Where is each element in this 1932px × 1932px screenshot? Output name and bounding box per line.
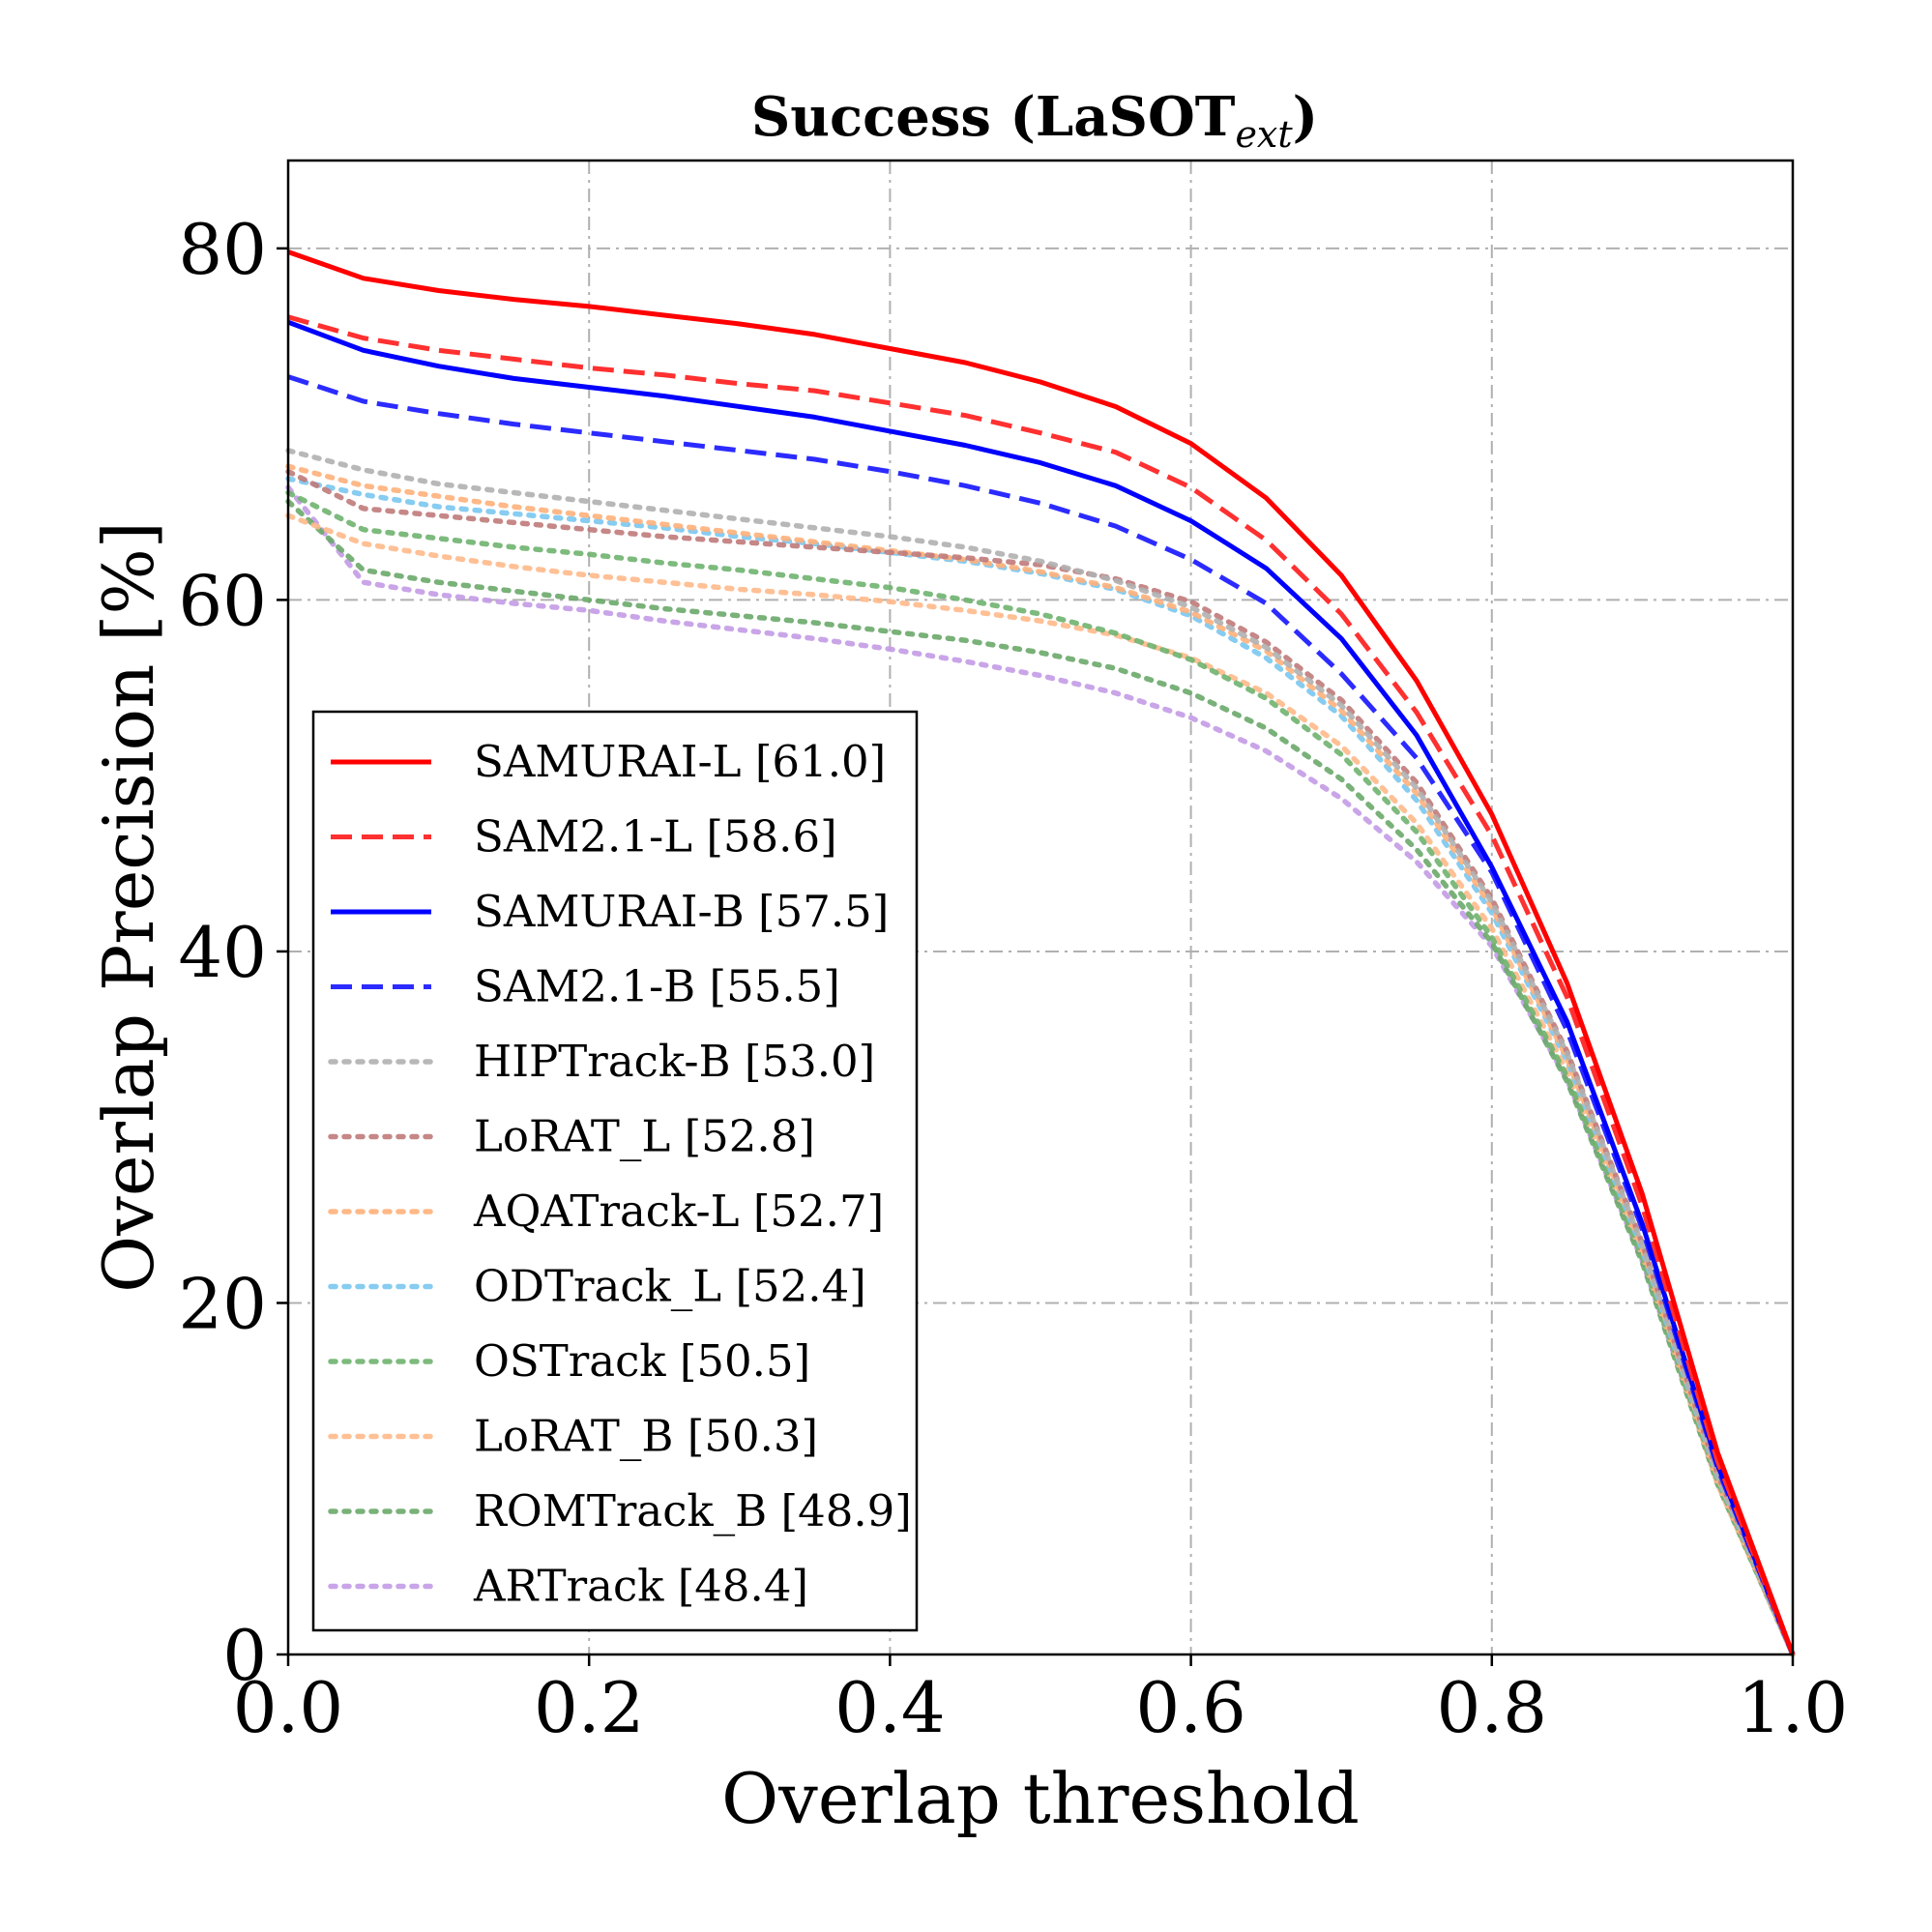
series-lines	[285, 249, 1796, 1657]
x-tick-label: 1.0	[1738, 1667, 1849, 1748]
series-line-6	[285, 463, 1796, 1657]
y-axis-ticks: 0 20 40 60 80	[178, 209, 288, 1696]
x-axis-label: Overlap threshold	[721, 1758, 1360, 1839]
x-tick-label: 0.6	[1135, 1667, 1246, 1748]
legend-label: OSTrack [50.5]	[474, 1335, 810, 1387]
legend-label: ODTrack_L [52.4]	[474, 1261, 866, 1312]
legend-label: ROMTrack_B [48.9]	[474, 1485, 912, 1537]
legend-label: SAM2.1-L [58.6]	[474, 811, 837, 863]
x-tick-label: 0.0	[233, 1667, 344, 1748]
y-tick-label: 40	[178, 912, 267, 993]
legend: SAMURAI-L [61.0] SAM2.1-L [58.6] SAMURAI-B…	[311, 710, 919, 1632]
x-tick-label: 0.8	[1437, 1667, 1548, 1748]
legend-label: HIPTrack-B [53.0]	[474, 1036, 875, 1087]
series-line-8	[285, 489, 1796, 1657]
series-line-3	[287, 374, 1796, 1655]
x-tick-label: 0.4	[834, 1667, 946, 1748]
x-tick-label: 0.2	[534, 1667, 645, 1748]
series-line-1	[287, 314, 1796, 1655]
plot-area-frame	[286, 159, 1795, 1656]
series-line-4	[285, 448, 1796, 1657]
legend-label: LoRAT_L [52.8]	[474, 1111, 815, 1162]
chart-title: Success (LaSOText)	[751, 85, 1318, 156]
series-line-5	[285, 468, 1796, 1657]
legend-label: ARTrack [48.4]	[473, 1561, 808, 1612]
series-line-9	[285, 512, 1796, 1657]
legend-label: SAMURAI-L [61.0]	[474, 736, 886, 787]
legend-label: SAM2.1-B [55.5]	[474, 961, 840, 1012]
x-axis-ticks: 0.0 0.2 0.4 0.6 0.8 1.0	[233, 1654, 1849, 1748]
legend-label: AQATrack-L [52.7]	[473, 1186, 884, 1237]
legend-label: LoRAT_B [50.3]	[474, 1411, 818, 1462]
legend-label: SAMURAI-B [57.5]	[474, 886, 889, 937]
chart-title-subscript: ext	[1235, 113, 1293, 156]
series-line-2	[287, 319, 1796, 1655]
y-tick-label: 0	[222, 1615, 267, 1696]
chart-title-main: Success (LaSOT	[751, 85, 1236, 149]
legend-box	[311, 710, 919, 1632]
y-axis-label: Overlap Precision [%]	[88, 521, 169, 1293]
series-line-0	[287, 249, 1796, 1655]
y-tick-label: 60	[178, 560, 267, 641]
y-tick-label: 80	[178, 209, 267, 290]
y-tick-label: 20	[178, 1263, 267, 1344]
chart-title-close: )	[1293, 85, 1319, 149]
